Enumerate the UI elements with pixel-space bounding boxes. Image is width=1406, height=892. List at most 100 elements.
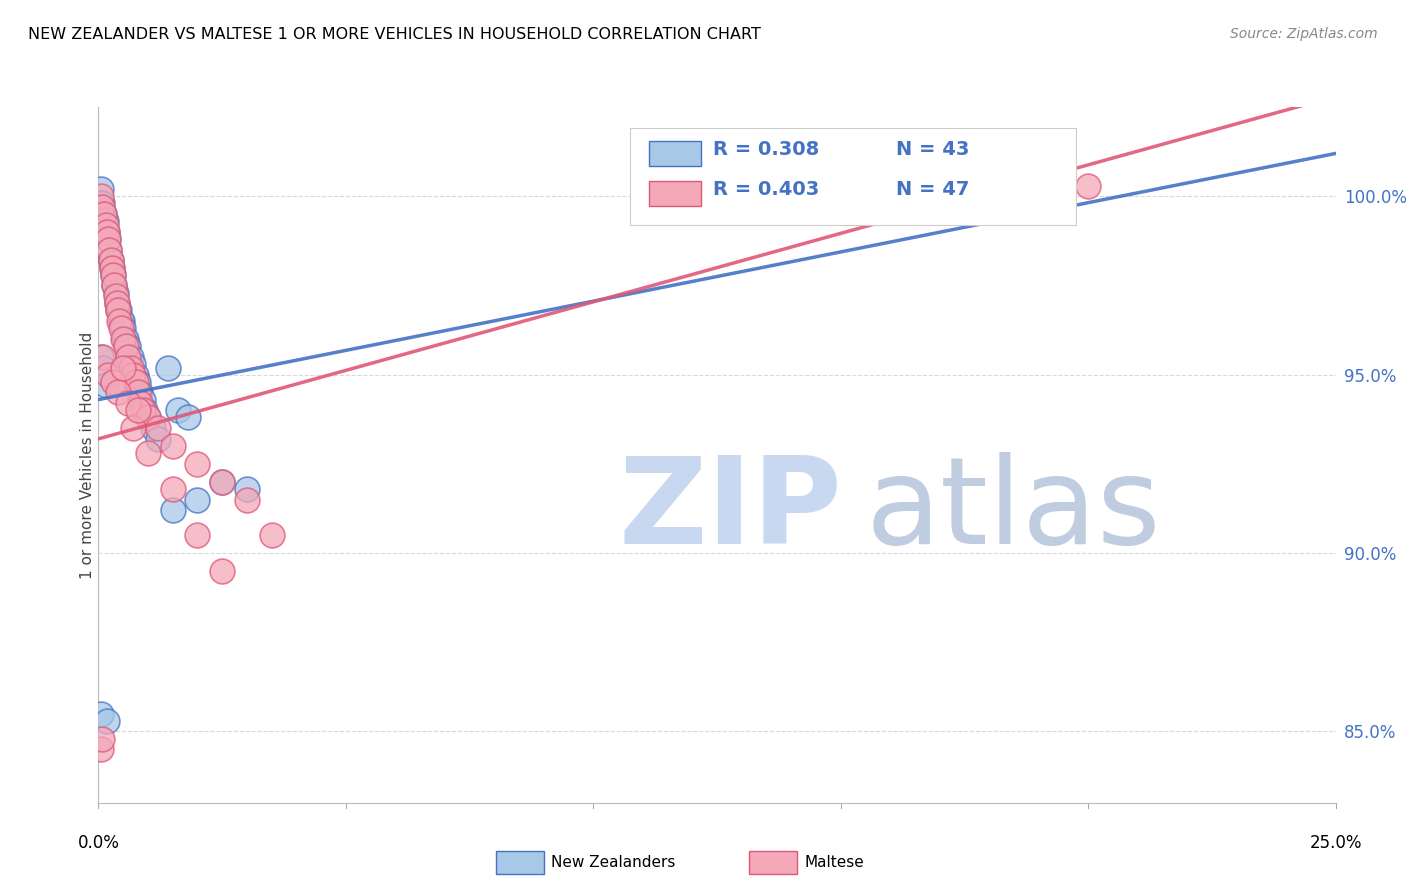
FancyBboxPatch shape: [650, 141, 702, 166]
Point: [136, 446, 159, 460]
FancyBboxPatch shape: [650, 181, 702, 206]
Point: [146, 421, 169, 435]
Point: [94, 218, 117, 232]
Point: [93, 350, 115, 364]
Text: ZIP: ZIP: [619, 452, 842, 569]
Point: [90, 706, 112, 721]
Point: [90, 189, 112, 203]
Point: [162, 439, 184, 453]
Point: [96, 225, 118, 239]
Point: [127, 375, 149, 389]
Point: [107, 303, 129, 318]
Point: [104, 289, 127, 303]
Point: [117, 396, 139, 410]
Point: [132, 403, 155, 417]
Point: [90, 182, 112, 196]
Point: [122, 421, 145, 435]
Point: [132, 392, 155, 407]
Point: [91, 200, 114, 214]
Point: [107, 385, 129, 400]
Text: R = 0.308: R = 0.308: [713, 140, 820, 159]
Point: [162, 482, 184, 496]
Text: R = 0.403: R = 0.403: [713, 179, 820, 199]
Point: [101, 260, 124, 275]
Point: [108, 303, 131, 318]
Y-axis label: 1 or more Vehicles in Household: 1 or more Vehicles in Household: [80, 331, 94, 579]
Point: [122, 357, 145, 371]
Point: [114, 339, 136, 353]
Point: [112, 360, 135, 375]
Point: [136, 410, 159, 425]
Point: [111, 314, 134, 328]
Text: NEW ZEALANDER VS MALTESE 1 OR MORE VEHICLES IN HOUSEHOLD CORRELATION CHART: NEW ZEALANDER VS MALTESE 1 OR MORE VEHIC…: [28, 27, 761, 42]
Point: [114, 332, 136, 346]
Point: [93, 360, 115, 375]
Point: [104, 285, 127, 300]
Point: [103, 268, 125, 282]
Point: [98, 243, 121, 257]
Text: N = 47: N = 47: [897, 179, 970, 199]
Point: [136, 410, 159, 425]
Point: [211, 475, 233, 489]
Point: [103, 278, 125, 293]
Text: Source: ZipAtlas.com: Source: ZipAtlas.com: [1230, 27, 1378, 41]
Point: [96, 714, 118, 728]
Point: [110, 314, 132, 328]
Point: [94, 214, 117, 228]
Point: [124, 368, 146, 382]
Point: [101, 260, 124, 275]
Point: [142, 421, 165, 435]
Point: [134, 403, 156, 417]
Point: [112, 321, 135, 335]
Text: New Zealanders: New Zealanders: [551, 855, 675, 870]
FancyBboxPatch shape: [630, 128, 1076, 226]
Point: [129, 396, 152, 410]
Point: [108, 314, 131, 328]
Point: [103, 278, 125, 293]
Point: [105, 296, 128, 310]
Point: [186, 528, 208, 542]
Point: [117, 350, 139, 364]
Point: [103, 375, 125, 389]
Point: [103, 268, 125, 282]
Point: [211, 564, 233, 578]
Point: [90, 350, 112, 364]
Point: [120, 350, 142, 364]
Point: [93, 207, 115, 221]
Point: [129, 385, 152, 400]
Point: [110, 321, 132, 335]
Point: [127, 385, 149, 400]
Point: [100, 253, 122, 268]
Point: [91, 196, 114, 211]
Text: Maltese: Maltese: [804, 855, 863, 870]
Point: [186, 457, 208, 471]
Point: [236, 482, 259, 496]
Point: [186, 492, 208, 507]
Text: atlas: atlas: [866, 452, 1161, 569]
Point: [1077, 178, 1099, 193]
Point: [100, 253, 122, 268]
Point: [91, 731, 114, 746]
Point: [97, 368, 120, 382]
Point: [105, 296, 128, 310]
Point: [166, 403, 188, 417]
Point: [97, 232, 120, 246]
Text: N = 43: N = 43: [897, 140, 970, 159]
Point: [120, 360, 142, 375]
Point: [124, 375, 146, 389]
Text: 25.0%: 25.0%: [1309, 834, 1362, 852]
Point: [97, 232, 120, 246]
Point: [90, 742, 112, 756]
Point: [117, 339, 139, 353]
Point: [122, 368, 145, 382]
Point: [112, 332, 135, 346]
Point: [211, 475, 233, 489]
Point: [96, 225, 118, 239]
Point: [260, 528, 283, 542]
Point: [162, 503, 184, 517]
Point: [98, 243, 121, 257]
Text: 0.0%: 0.0%: [77, 834, 120, 852]
Point: [156, 360, 179, 375]
Point: [127, 403, 149, 417]
Point: [107, 303, 129, 318]
